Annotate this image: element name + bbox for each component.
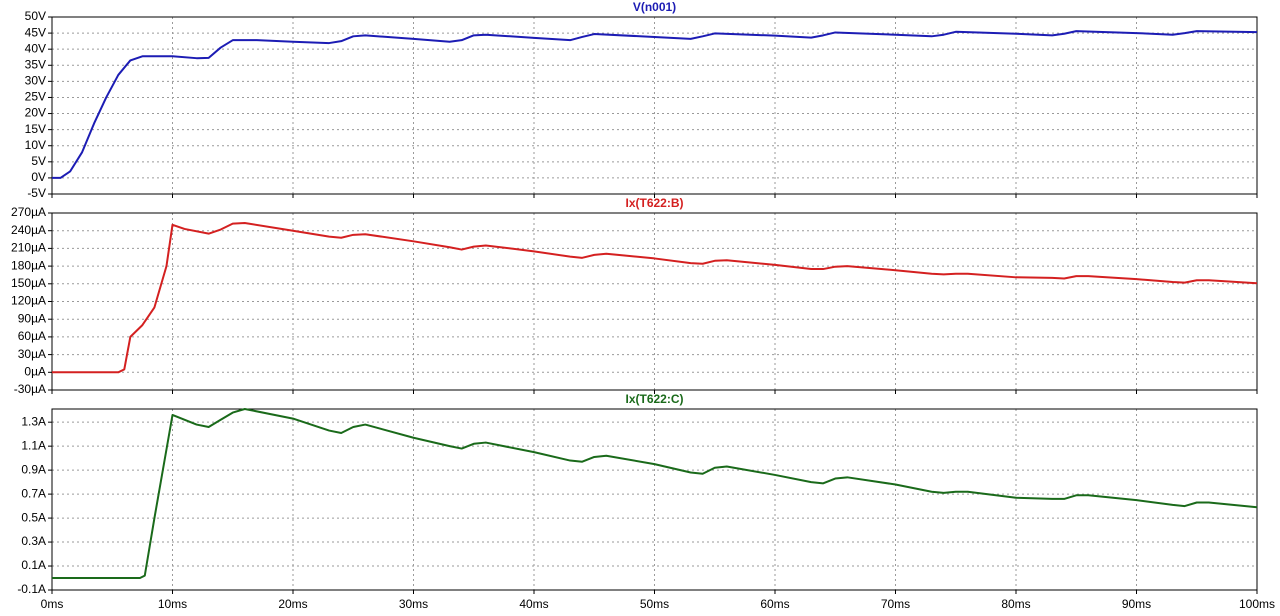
x-tick-label: 100ms	[1239, 597, 1275, 611]
y-tick-label: 180µA	[11, 258, 46, 272]
y-tick-label: 5V	[31, 154, 46, 168]
y-tick-label: 0.9A	[21, 462, 46, 476]
y-tick-label: -0.1A	[17, 582, 46, 596]
y-tick-label: 0µA	[24, 364, 46, 378]
y-tick-label: 0V	[31, 170, 46, 184]
y-tick-label: -5V	[27, 186, 46, 200]
y-tick-label: 1.1A	[21, 438, 46, 452]
y-tick-label: 25V	[25, 90, 46, 104]
y-tick-label: 50V	[25, 9, 46, 23]
plot-frame	[51, 212, 1258, 391]
x-tick-label: 50ms	[640, 597, 669, 611]
y-tick-label: 240µA	[11, 223, 46, 237]
y-tick-label: 20V	[25, 106, 46, 120]
trace-name: Ix(T622:C)	[625, 392, 683, 406]
y-tick-label: -30µA	[14, 382, 46, 396]
y-tick-label: 0.7A	[21, 486, 46, 500]
trace-name: Ix(T622:B)	[625, 196, 683, 210]
y-tick-label: 0.5A	[21, 510, 46, 524]
y-tick-label: 40V	[25, 41, 46, 55]
y-tick-label: 45V	[25, 25, 46, 39]
trace	[52, 222, 1258, 374]
x-tick-label: 60ms	[760, 597, 789, 611]
y-tick-label: 30V	[25, 74, 46, 88]
x-tick-label: 40ms	[519, 597, 548, 611]
x-tick-label: 80ms	[1001, 597, 1030, 611]
x-tick-label: 30ms	[399, 597, 428, 611]
y-tick-label: 0.3A	[21, 534, 46, 548]
y-tick-label: 15V	[25, 122, 46, 136]
plot-frame	[51, 408, 1258, 591]
trace	[52, 408, 1258, 580]
trace	[52, 30, 1258, 179]
y-tick-label: 150µA	[11, 276, 46, 290]
y-tick-label: 270µA	[11, 205, 46, 219]
y-tick-label: 30µA	[18, 347, 46, 361]
x-tick-label: 10ms	[158, 597, 187, 611]
y-tick-label: 90µA	[18, 311, 46, 325]
plot-frame	[51, 16, 1258, 195]
y-tick-label: 210µA	[11, 241, 46, 255]
x-tick-label: 0ms	[41, 597, 64, 611]
x-tick-label: 70ms	[881, 597, 910, 611]
y-tick-label: 60µA	[18, 329, 46, 343]
y-tick-label: 10V	[25, 138, 46, 152]
y-tick-label: 120µA	[11, 294, 46, 308]
x-tick-label: 90ms	[1122, 597, 1151, 611]
y-tick-label: 0.1A	[21, 558, 46, 572]
y-tick-label: 35V	[25, 57, 46, 71]
y-tick-label: 1.3A	[21, 414, 46, 428]
x-tick-label: 20ms	[278, 597, 307, 611]
trace-name: V(n001)	[633, 0, 676, 14]
